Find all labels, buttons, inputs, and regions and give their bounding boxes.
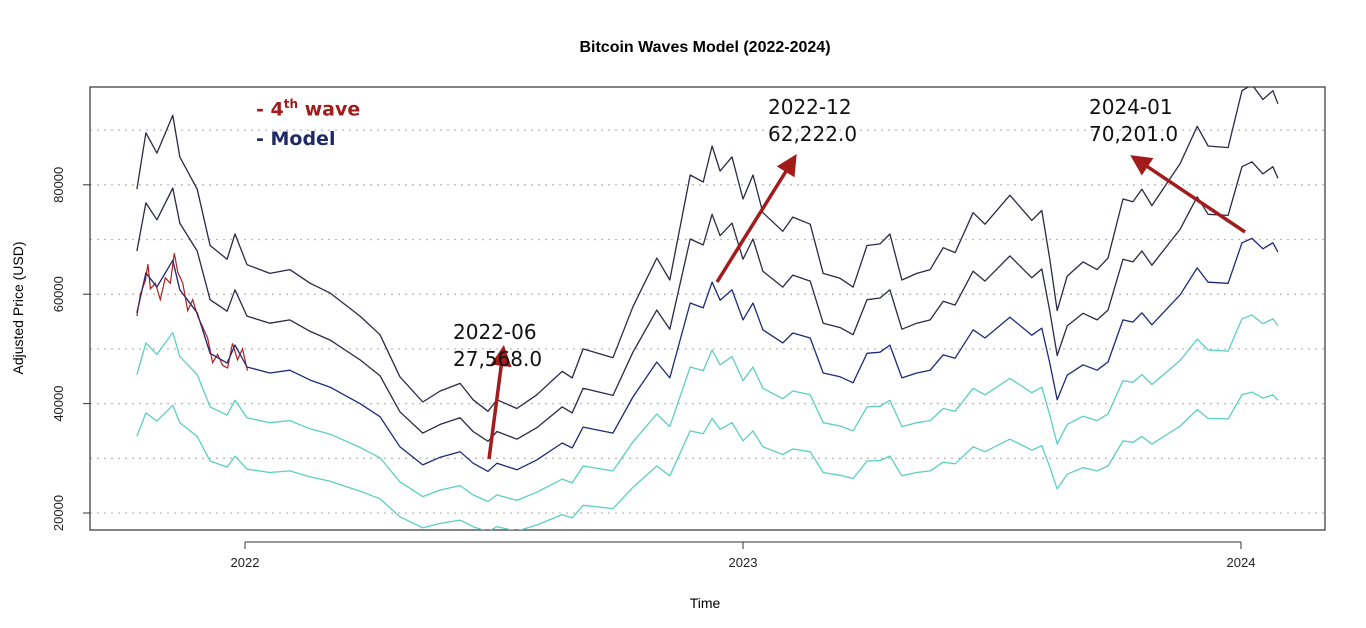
annotation-date: 2022-12 [768, 95, 852, 119]
annotation-date: 2024-01 [1089, 95, 1173, 119]
y-tick-label: 40000 [51, 386, 66, 422]
legend-model-label: - Model [256, 128, 336, 150]
annotation-value: 70,201.0 [1089, 122, 1179, 146]
legend-item-4th-wave: - 4th wave [256, 97, 360, 120]
x-tick-label: 2024 [1227, 555, 1256, 570]
annotation-2024-01: 2024-01 70,201.0 [1089, 94, 1178, 148]
series-line-4th-wave [136, 253, 249, 371]
y-tick-label: 80000 [51, 167, 66, 203]
x-axis-label: Time [690, 595, 721, 611]
x-tick-label: 2022 [231, 555, 260, 570]
plot-frame [89, 86, 1326, 531]
legend-wave-prefix: - 4 [256, 98, 284, 121]
annotation-arrow [1130, 155, 1246, 234]
y-tick-label: 60000 [51, 276, 66, 312]
series-line-model-overlay [136, 258, 248, 368]
y-tick-label: 20000 [51, 495, 66, 531]
series-line-upper-band-1 [136, 161, 1279, 442]
series-line-upper-band-2 [136, 87, 1279, 412]
y-axis-label: Adjusted Price (USD) [10, 241, 26, 374]
series-line-lower-band-2 [136, 391, 1279, 530]
legend-wave-sup: th [283, 97, 299, 111]
legend-wave-suffix: wave [298, 98, 361, 121]
series-line-lower-band-1 [136, 314, 1279, 503]
annotation-arrow [487, 345, 512, 460]
annotation-arrow [715, 154, 797, 283]
x-tick-label: 2023 [729, 555, 758, 570]
annotation-value: 62,222.0 [768, 122, 858, 146]
chart-title: Bitcoin Waves Model (2022-2024) [579, 39, 830, 56]
legend-item-model: - Model [256, 128, 335, 150]
annotation-value: 27,568.0 [453, 347, 543, 371]
annotation-2022-06: 2022-06 27,568.0 [453, 319, 542, 373]
series-line-model [136, 237, 1279, 473]
annotation-date: 2022-06 [453, 320, 537, 344]
annotation-2022-12: 2022-12 62,222.0 [768, 94, 857, 148]
